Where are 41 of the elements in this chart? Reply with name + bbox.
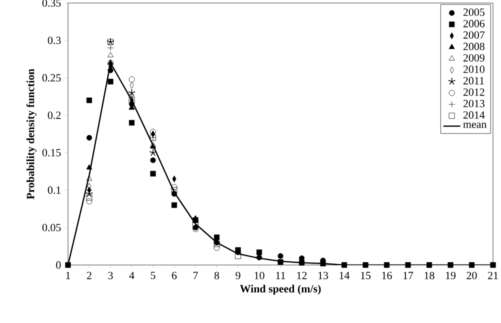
legend-label: 2011: [463, 77, 484, 84]
x-tick-label: 1: [66, 272, 70, 280]
x-tick-label: 15: [360, 272, 371, 280]
x-tick-label: 10: [254, 272, 264, 280]
x-tick-label: 2: [86, 272, 92, 280]
y-tick-label: 0.25: [42, 74, 61, 82]
legend-label: 2012: [463, 88, 484, 96]
y-tick-label: 0.1: [48, 186, 60, 194]
y-tick-label: 0.2: [48, 112, 61, 120]
x-tick-label: 16: [382, 272, 392, 280]
x-tick-label: 11: [276, 272, 286, 280]
x-axis-title: Wind speed (m/s): [240, 284, 321, 295]
legend-label: 2005: [463, 8, 484, 16]
x-tick-label: 14: [340, 272, 350, 280]
y-tick-label: 0: [56, 261, 61, 269]
x-tick-label: 3: [108, 272, 113, 280]
legend-label: 2013: [463, 100, 484, 108]
y-tick-label: 0.15: [42, 149, 61, 156]
legend-label: 2007: [463, 31, 485, 39]
y-axis-title: Probability density function: [26, 68, 36, 200]
legend-label: 2009: [463, 54, 484, 62]
x-tick-label: 18: [424, 272, 434, 280]
x-tick-label: 7: [193, 272, 198, 280]
x-tick-label: 12: [297, 272, 307, 280]
y-tick-label: 0.3: [48, 36, 61, 44]
x-tick-label: 6: [172, 272, 177, 280]
x-tick-label: 4: [129, 272, 134, 280]
x-tick-label: 21: [488, 272, 498, 280]
legend-label: 2014: [463, 111, 485, 119]
x-tick-label: 5: [150, 272, 156, 280]
x-tick-label: 17: [403, 272, 414, 280]
legend-label: 2008: [463, 42, 484, 50]
legend-label: 2006: [463, 20, 485, 28]
y-tick-label: 0.05: [42, 224, 61, 232]
legend-label: mean: [463, 122, 487, 128]
x-tick-label: 9: [236, 272, 240, 280]
legend-label: 2010: [463, 66, 484, 74]
x-tick-label: 8: [214, 272, 220, 280]
x-tick-label: 13: [318, 272, 328, 280]
x-tick-label: 19: [446, 272, 456, 280]
x-tick-label: 20: [466, 272, 477, 280]
